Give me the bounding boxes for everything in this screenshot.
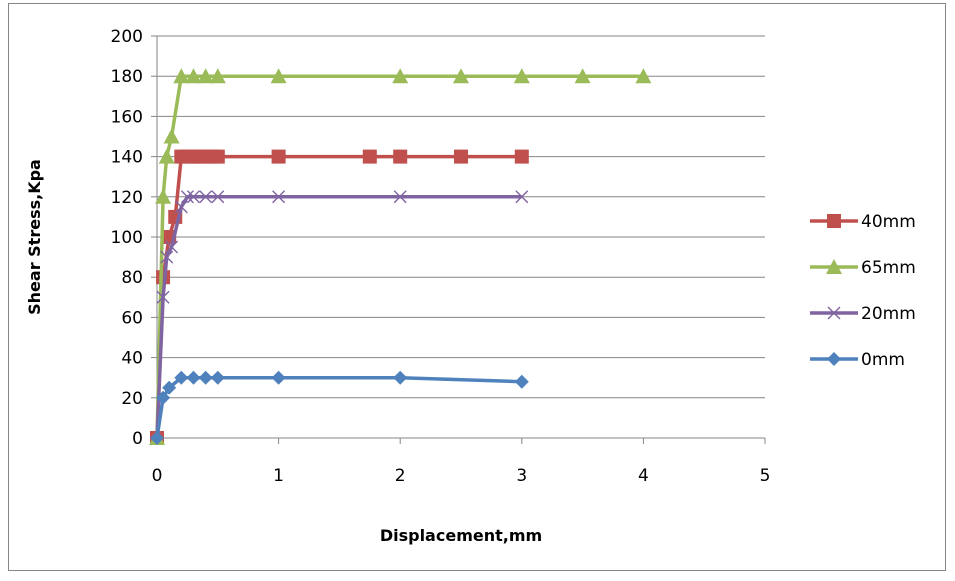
data-point-65mm bbox=[513, 68, 530, 84]
legend-marker bbox=[827, 214, 841, 228]
data-point-65mm bbox=[453, 68, 469, 84]
y-tick-label: 60 bbox=[121, 308, 143, 328]
data-point-40mm bbox=[454, 149, 468, 164]
y-tick-label: 40 bbox=[121, 349, 143, 369]
y-tick-label: 140 bbox=[111, 148, 143, 168]
x-tick-label: 3 bbox=[516, 466, 527, 486]
data-point-20mm bbox=[186, 190, 200, 204]
x-tick-label: 2 bbox=[395, 466, 406, 486]
data-point-20mm bbox=[160, 250, 174, 264]
x-tick-labels: 0 1 2 3 4 5 bbox=[152, 466, 771, 486]
y-tick-labels: 0 20 40 60 80 100 120 140 160 180 200 bbox=[111, 27, 143, 449]
data-point-65mm bbox=[197, 68, 214, 84]
legend-label: 65mm bbox=[861, 258, 916, 278]
y-tick-label: 20 bbox=[121, 389, 143, 409]
legend-marker bbox=[827, 352, 841, 366]
legend: 40mm 65mm 20mm 0mm bbox=[810, 212, 916, 370]
legend-marker bbox=[827, 306, 841, 320]
data-point-0mm bbox=[162, 380, 177, 395]
data-point-20mm bbox=[515, 190, 529, 204]
series-layer bbox=[149, 68, 652, 445]
legend-item-0mm: 0mm bbox=[810, 350, 905, 370]
data-point-65mm bbox=[574, 68, 591, 84]
x-tick-label: 1 bbox=[273, 466, 284, 486]
data-point-65mm bbox=[163, 128, 180, 144]
data-point-65mm bbox=[158, 148, 175, 164]
data-point-0mm bbox=[150, 431, 164, 445]
data-point-65mm bbox=[392, 68, 409, 84]
gridlines bbox=[151, 35, 766, 444]
data-point-20mm bbox=[211, 190, 225, 204]
legend-marker bbox=[826, 259, 842, 274]
legend-label: 40mm bbox=[861, 212, 916, 232]
y-tick-label: 200 bbox=[111, 27, 143, 47]
data-point-40mm bbox=[362, 149, 377, 164]
y-axis-title: Shear Stress,Kpa bbox=[25, 159, 44, 315]
data-point-20mm bbox=[393, 190, 407, 204]
y-tick-label: 80 bbox=[121, 268, 143, 288]
legend-label: 0mm bbox=[861, 350, 905, 370]
data-point-20mm bbox=[156, 290, 170, 304]
data-point-0mm bbox=[514, 374, 529, 389]
data-point-0mm bbox=[198, 370, 213, 385]
y-tick-label: 0 bbox=[132, 429, 143, 449]
data-point-65mm bbox=[270, 68, 287, 84]
data-point-20mm bbox=[180, 190, 194, 204]
data-point-0mm bbox=[393, 370, 408, 385]
data-point-20mm bbox=[165, 240, 179, 254]
data-point-65mm bbox=[173, 68, 190, 84]
series-20mm bbox=[155, 190, 529, 439]
data-point-65mm bbox=[209, 68, 226, 84]
data-point-0mm bbox=[271, 370, 286, 385]
y-tick-label: 120 bbox=[111, 188, 143, 208]
legend-item-40mm: 40mm bbox=[810, 212, 916, 232]
series-line-20mm bbox=[155, 195, 522, 439]
x-tick-label: 4 bbox=[638, 466, 649, 486]
data-point-40mm bbox=[271, 149, 286, 164]
y-tick-label: 160 bbox=[111, 107, 143, 127]
x-axis-title: Displacement,mm bbox=[380, 526, 542, 545]
data-point-40mm bbox=[514, 149, 529, 164]
series-40mm bbox=[150, 149, 529, 445]
data-point-20mm bbox=[199, 190, 213, 204]
data-point-0mm bbox=[186, 370, 201, 385]
data-point-40mm bbox=[210, 149, 225, 164]
data-point-20mm bbox=[272, 190, 286, 204]
data-point-65mm bbox=[155, 188, 172, 204]
data-point-65mm bbox=[185, 68, 202, 84]
data-point-20mm bbox=[174, 200, 188, 214]
x-tick-label: 0 bbox=[152, 466, 163, 486]
series-line-0mm bbox=[155, 375, 522, 439]
data-point-65mm bbox=[635, 68, 652, 84]
series-0mm bbox=[150, 370, 529, 445]
legend-item-65mm: 65mm bbox=[810, 258, 916, 278]
series-65mm bbox=[149, 68, 652, 445]
x-tick-label: 5 bbox=[760, 466, 771, 486]
legend-item-20mm: 20mm bbox=[810, 304, 916, 324]
data-point-0mm bbox=[210, 370, 225, 385]
data-point-0mm bbox=[174, 370, 189, 385]
y-tick-label: 180 bbox=[111, 67, 143, 87]
data-point-0mm bbox=[156, 390, 171, 405]
data-point-40mm bbox=[393, 149, 408, 164]
y-tick-label: 100 bbox=[111, 228, 143, 248]
series-line-40mm bbox=[155, 154, 522, 439]
legend-label: 20mm bbox=[861, 304, 916, 324]
